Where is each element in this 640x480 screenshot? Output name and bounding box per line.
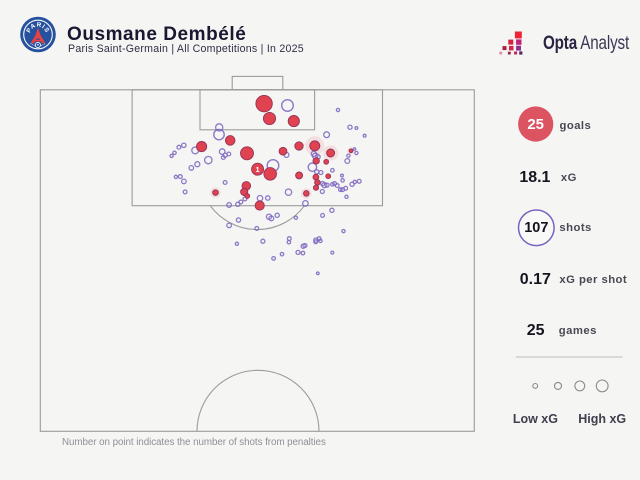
svg-text:1: 1 [256,165,260,174]
svg-text:PARIS: PARIS [25,21,50,34]
